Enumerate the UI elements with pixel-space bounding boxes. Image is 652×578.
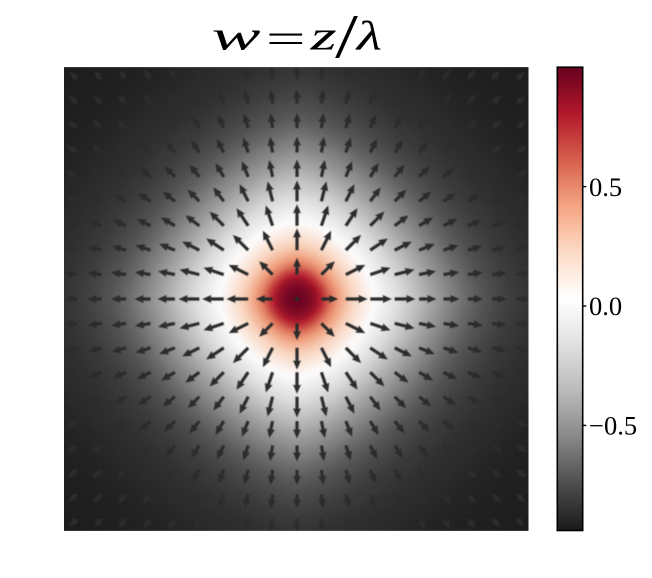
svg-text:λ: λ bbox=[354, 13, 382, 59]
svg-text:=: = bbox=[266, 17, 306, 62]
svg-text:/: / bbox=[335, 1, 359, 71]
svg-text:−0.5: −0.5 bbox=[589, 411, 637, 441]
svg-text:w: w bbox=[212, 13, 261, 59]
svg-text:z: z bbox=[309, 13, 336, 58]
svg-text:0.0: 0.0 bbox=[589, 291, 622, 321]
svg-text:0.5: 0.5 bbox=[589, 172, 622, 202]
